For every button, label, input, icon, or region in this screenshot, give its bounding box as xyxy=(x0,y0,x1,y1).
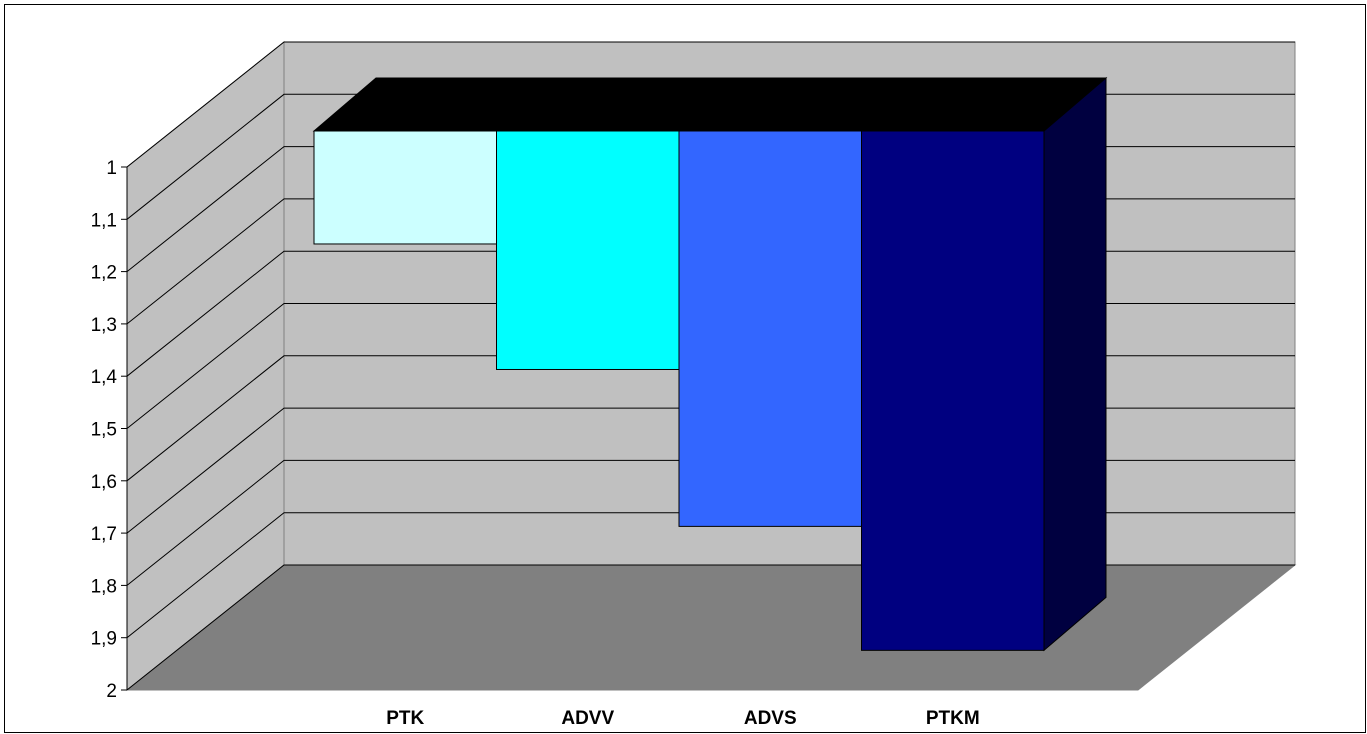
y-axis-ticks: 1 1,1 1,2 1,3 1,4 1,5 1,6 1,7 1,8 1,9 2 xyxy=(91,158,128,702)
chart-frame: 1 1,1 1,2 1,3 1,4 1,5 1,6 1,7 1,8 1,9 2 PTK ADVV ADV… xyxy=(4,4,1366,733)
bar-top-slab xyxy=(312,77,1108,132)
x-axis-labels: PTK ADVV ADVS PTKM xyxy=(386,708,979,729)
x-label-ptk: PTK xyxy=(386,708,424,729)
bar-ptk xyxy=(313,130,497,245)
y-tick-label: 1,3 xyxy=(91,315,117,336)
x-label-advv: ADVV xyxy=(561,708,614,729)
x-label-ptkm: PTKM xyxy=(926,708,980,729)
gridline xyxy=(126,41,1295,168)
bar-advs xyxy=(678,130,862,527)
x-label-advs: ADVS xyxy=(744,708,797,729)
y-tick-label: 1,6 xyxy=(91,472,117,493)
y-tick-label: 1,7 xyxy=(91,524,117,545)
y-tick-label: 1,2 xyxy=(91,263,117,284)
bar-side-ptkm xyxy=(1043,76,1107,652)
y-tick-label: 1,4 xyxy=(91,367,118,388)
y-tick-label: 2 xyxy=(106,681,117,702)
y-tick-label: 1 xyxy=(106,158,117,179)
bar-chart: 1 1,1 1,2 1,3 1,4 1,5 1,6 1,7 1,8 1,9 2 PTK ADVV ADV… xyxy=(91,40,1297,729)
bars xyxy=(312,76,1108,652)
floor xyxy=(125,564,1297,691)
y-tick-label: 1,1 xyxy=(91,210,117,231)
y-tick-label: 1,9 xyxy=(91,629,117,650)
y-tick-label: 1,5 xyxy=(91,420,117,441)
bar-advv xyxy=(496,130,680,370)
bar-ptkm xyxy=(861,130,1045,651)
y-tick-label: 1,8 xyxy=(91,576,117,597)
